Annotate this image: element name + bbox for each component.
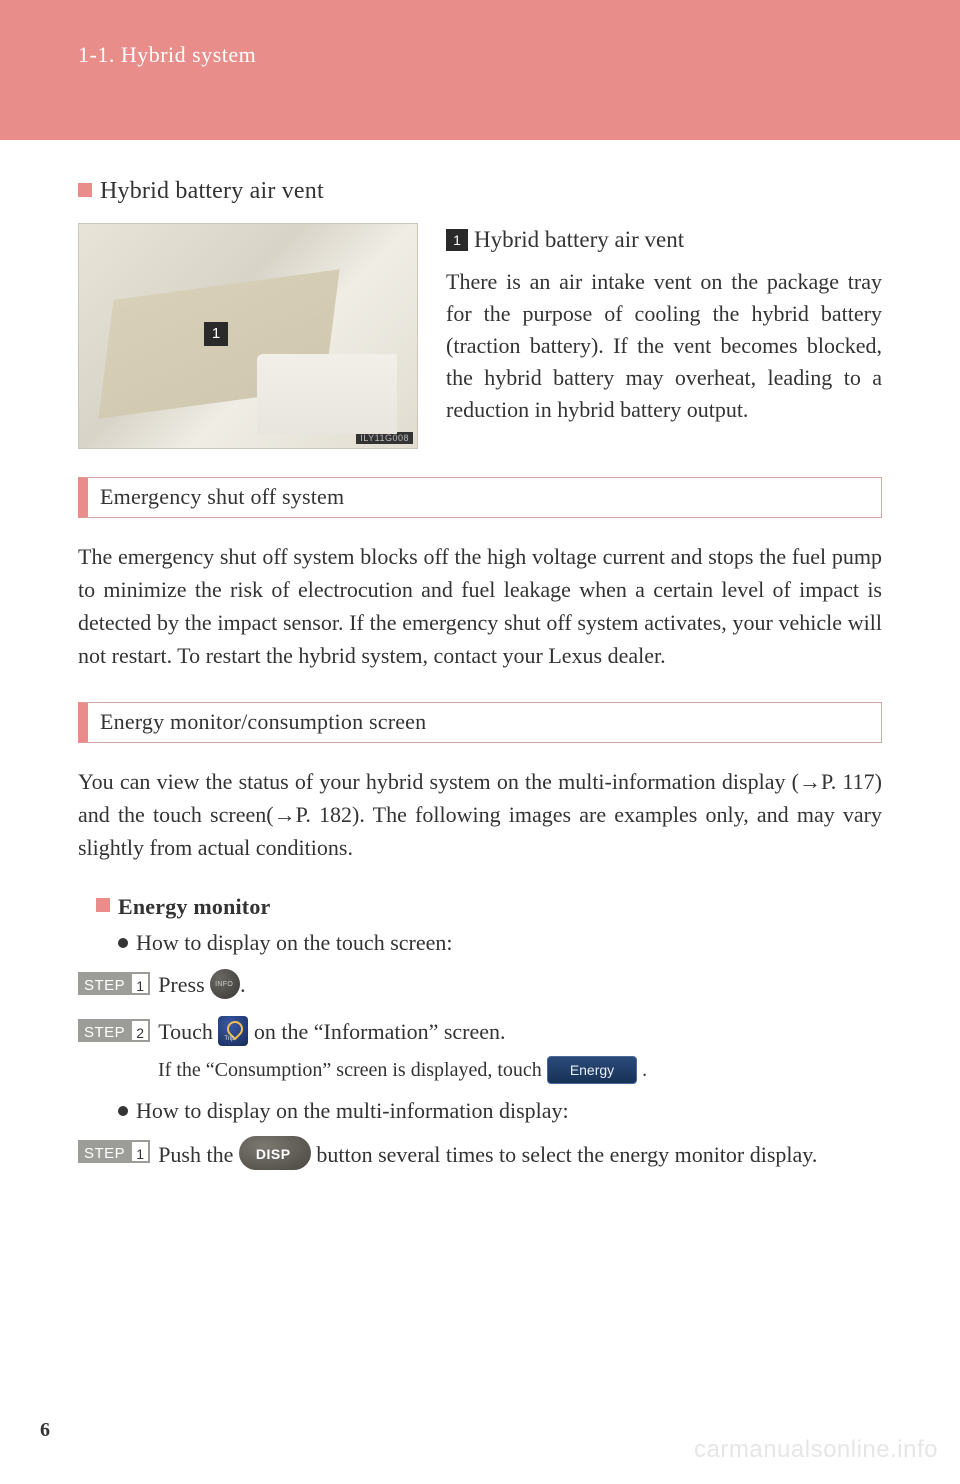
energy-monitor-heading: Energy monitor — [96, 894, 882, 920]
step-3-row: STEP1 Push the button several times to s… — [78, 1136, 882, 1171]
trip-info-icon — [218, 1016, 248, 1046]
subsection-title-text: Hybrid battery air vent — [100, 178, 324, 204]
inline-marker-1: 1 — [446, 229, 468, 251]
howto-multiinfo-text: How to display on the multi-information … — [136, 1098, 569, 1123]
header-band: 1-1. Hybrid system — [0, 0, 960, 140]
step-badge: STEP1 — [78, 1140, 150, 1163]
step-3-body: Push the button several times to select … — [158, 1136, 882, 1171]
step2-note-b: . — [637, 1059, 647, 1081]
energy-intro-paragraph: You can view the status of your hybrid s… — [78, 765, 882, 864]
step-badge: STEP1 — [78, 972, 150, 995]
vent-photo: 1 ILY11G008 — [78, 223, 418, 449]
manual-page: 1-1. Hybrid system Hybrid battery air ve… — [0, 0, 960, 1484]
red-square-icon — [78, 183, 92, 197]
step1-text-b: . — [240, 972, 246, 997]
photo-description-column: 1 Hybrid battery air vent There is an air… — [446, 223, 882, 449]
arrow-icon: → — [799, 769, 821, 794]
item-title: Hybrid battery air vent — [474, 227, 684, 252]
step2-text-b: on the “Information” screen. — [248, 1019, 505, 1044]
bullet-icon — [118, 938, 128, 948]
energy-button-icon: Energy — [547, 1056, 637, 1084]
page-number: 6 — [40, 1419, 50, 1442]
step-number: 1 — [131, 1141, 149, 1162]
intro-ref2: P. 182 — [296, 802, 352, 827]
step2-text-a: Touch — [158, 1019, 218, 1044]
red-square-icon — [96, 898, 110, 912]
content-area: Hybrid battery air vent 1 ILY11G008 1 Hyb… — [0, 140, 960, 1171]
step-2-body: Touch on the “Information” screen. — [158, 1015, 882, 1048]
emergency-paragraph: The emergency shut off system blocks off… — [78, 540, 882, 672]
item-title-row: 1 Hybrid battery air vent — [446, 223, 882, 256]
step-2-note: If the “Consumption” screen is displayed… — [158, 1056, 882, 1084]
subsection-title: Hybrid battery air vent — [78, 178, 882, 205]
item-body: There is an air intake vent on the packa… — [446, 266, 882, 425]
section-header: 1-1. Hybrid system — [78, 42, 960, 68]
section-bar-energy: Energy monitor/consumption screen — [78, 702, 882, 743]
step-label: STEP — [78, 1019, 130, 1042]
step-1-row: STEP1 Press . — [78, 968, 882, 1001]
photo-code: ILY11G008 — [356, 432, 413, 444]
section-bar-emergency: Emergency shut off system — [78, 477, 882, 518]
howto-multiinfo: How to display on the multi-information … — [118, 1098, 882, 1124]
bullet-icon — [118, 1106, 128, 1116]
watermark: carmanualsonline.info — [694, 1436, 938, 1464]
step-label: STEP — [78, 1140, 130, 1163]
step-2-row: STEP2 Touch on the “Information” screen. — [78, 1015, 882, 1048]
step-1-body: Press . — [158, 968, 882, 1001]
step-number: 1 — [131, 973, 149, 994]
disp-button-icon — [239, 1136, 311, 1170]
step3-text-a: Push the — [158, 1142, 239, 1167]
step-label: STEP — [78, 972, 130, 995]
two-column-row: 1 ILY11G008 1 Hybrid battery air vent The… — [78, 223, 882, 449]
intro-part-a: You can view the status of your hybrid s… — [78, 769, 799, 794]
howto-touchscreen: How to display on the touch screen: — [118, 930, 882, 956]
step2-note-a: If the “Consumption” screen is displayed… — [158, 1059, 547, 1081]
howto-touchscreen-text: How to display on the touch screen: — [136, 930, 453, 955]
info-button-icon — [210, 969, 240, 999]
intro-ref1: P. 117 — [821, 769, 875, 794]
step1-text-a: Press — [158, 972, 210, 997]
step-badge: STEP2 — [78, 1019, 150, 1042]
step-number: 2 — [131, 1020, 149, 1041]
arrow-icon: → — [274, 802, 296, 827]
energy-monitor-heading-text: Energy monitor — [118, 894, 271, 919]
step3-text-b: button several times to select the energ… — [311, 1142, 818, 1167]
photo-marker-1: 1 — [204, 322, 228, 346]
